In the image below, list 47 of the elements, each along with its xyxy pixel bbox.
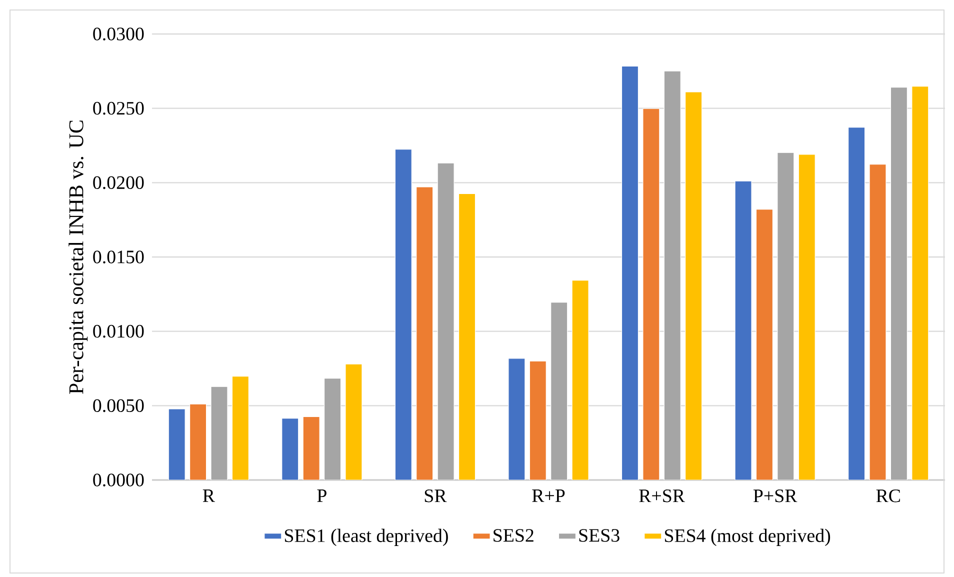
bar	[642, 108, 660, 480]
bar	[508, 358, 526, 480]
bar	[210, 386, 228, 480]
bar	[416, 186, 434, 480]
y-tick-label: 0.0250	[93, 102, 144, 115]
bar	[756, 208, 774, 480]
bar	[890, 87, 908, 480]
y-axis-title: Per-capita societal INHB vs. UC	[68, 120, 88, 394]
y-tick-label: 0.0100	[93, 324, 144, 338]
legend-label: SES3	[579, 529, 620, 542]
bar	[168, 408, 186, 480]
legend-label: SES2	[494, 529, 534, 542]
bar	[621, 66, 639, 480]
legend-label: SES1 (least deprived)	[284, 528, 448, 546]
bar	[458, 193, 476, 480]
x-tick-label: R+SR	[639, 490, 685, 502]
y-tick-label: 0.0300	[93, 28, 144, 40]
bar	[777, 152, 794, 480]
bar	[324, 378, 342, 480]
bar	[437, 162, 454, 480]
bar	[189, 404, 207, 480]
bar	[302, 416, 320, 480]
legend-label: SES4 (most deprived)	[664, 528, 830, 546]
x-tick-label: P+SR	[753, 490, 798, 502]
x-tick-label: P	[317, 490, 326, 502]
bar	[232, 376, 249, 480]
bar	[912, 86, 929, 480]
bar	[848, 127, 866, 480]
bar	[550, 302, 568, 480]
x-tick-label: R	[202, 490, 215, 502]
bar	[394, 149, 412, 480]
y-tick-label: 0.0150	[93, 250, 144, 264]
x-tick-label: RC	[876, 490, 900, 502]
bar	[869, 164, 886, 480]
bar	[685, 92, 702, 480]
bar	[282, 418, 299, 480]
bar	[734, 180, 752, 480]
y-tick-label: 0.0200	[93, 176, 144, 190]
bar	[798, 154, 816, 480]
bar	[572, 280, 589, 480]
y-tick-label: 0.0000	[93, 474, 144, 486]
x-tick-label: R+P	[532, 490, 565, 502]
bar	[345, 364, 362, 480]
x-tick-label: SR	[424, 490, 447, 502]
bar	[664, 70, 681, 480]
y-tick-label: 0.0050	[93, 399, 144, 412]
bar	[529, 360, 546, 480]
